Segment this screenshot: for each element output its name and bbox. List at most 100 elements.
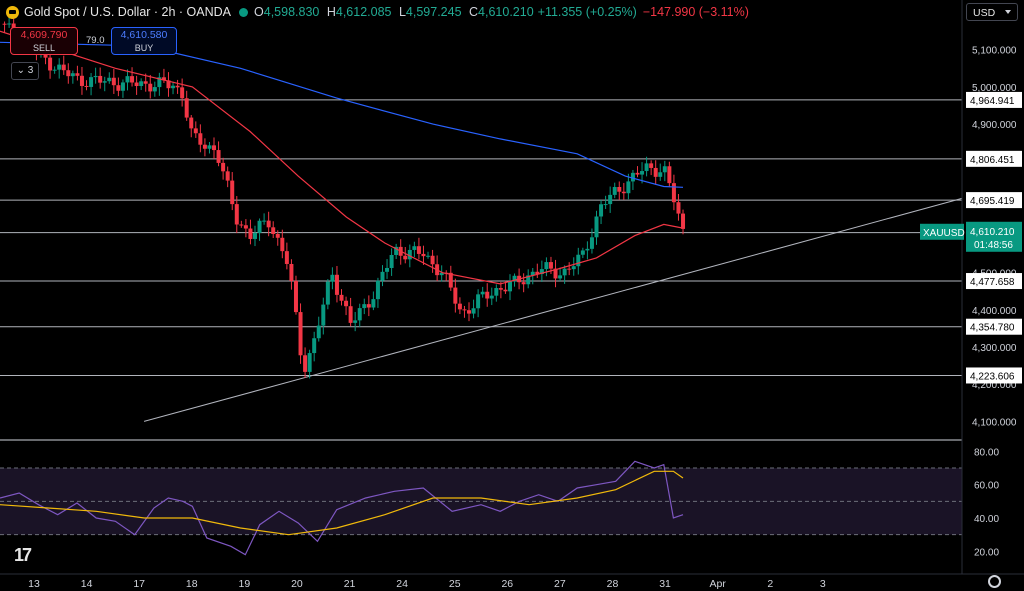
change-value: +11.355 (+0.25%) bbox=[537, 5, 637, 19]
market-open-icon bbox=[239, 7, 249, 17]
candle-body bbox=[553, 268, 558, 279]
settings-gear-icon[interactable] bbox=[988, 575, 1001, 588]
candle-body bbox=[380, 271, 385, 281]
price-tick-label: 4,100.000 bbox=[972, 417, 1017, 428]
candle-body bbox=[266, 220, 271, 228]
candle-body bbox=[307, 353, 312, 372]
low-label: L bbox=[398, 5, 406, 19]
high-label: H bbox=[326, 5, 336, 19]
candle-body bbox=[658, 172, 663, 177]
currency-select[interactable]: USD bbox=[966, 3, 1018, 21]
candle-body bbox=[498, 288, 503, 290]
candle-body bbox=[48, 57, 53, 71]
candle-body bbox=[221, 162, 226, 172]
open-value: 4,598.830 bbox=[263, 5, 320, 19]
rsi-line bbox=[0, 460, 684, 556]
level-label-box bbox=[966, 273, 1022, 290]
candle-body bbox=[535, 271, 540, 275]
candle-body bbox=[507, 281, 512, 292]
buy-button[interactable]: 4,610.580 BUY bbox=[111, 27, 177, 55]
time-tick-label: 27 bbox=[554, 578, 566, 590]
time-tick-label: 2 bbox=[767, 578, 773, 590]
price-level-lines bbox=[0, 99, 962, 376]
candle-body bbox=[312, 338, 317, 354]
time-tick-label: 21 bbox=[344, 578, 356, 590]
candle-body bbox=[325, 281, 330, 305]
candle-body bbox=[667, 166, 672, 184]
candle-body bbox=[216, 150, 221, 163]
candle-body bbox=[681, 213, 686, 229]
candle-body bbox=[603, 204, 608, 206]
candle-body bbox=[230, 180, 235, 205]
candle-body bbox=[289, 263, 294, 281]
close-value: 4,610.210 bbox=[478, 5, 534, 19]
candle-body bbox=[57, 64, 62, 70]
candle-body bbox=[344, 300, 349, 307]
tradingview-logo-icon[interactable]: 17 bbox=[14, 545, 32, 565]
level-label: 4,695.419 bbox=[970, 196, 1015, 207]
candle-body bbox=[193, 128, 198, 134]
candle-body bbox=[635, 172, 640, 175]
candle-body bbox=[621, 191, 626, 194]
candle-body bbox=[348, 306, 353, 323]
candle-body bbox=[448, 272, 453, 288]
moving-average-lines bbox=[0, 30, 684, 285]
candle-body bbox=[407, 249, 412, 260]
candle-body bbox=[334, 274, 339, 295]
time-tick-label: 20 bbox=[291, 578, 303, 590]
symbol-title[interactable]: Gold Spot / U.S. Dollar · 2h · OANDA bbox=[24, 5, 232, 19]
candle-body bbox=[262, 220, 267, 222]
candle-body bbox=[184, 98, 189, 118]
time-tick-label: 13 bbox=[28, 578, 40, 590]
candle-body bbox=[548, 262, 553, 269]
level-label-box bbox=[966, 91, 1022, 108]
candle-body bbox=[649, 163, 654, 168]
candle-body bbox=[98, 75, 103, 83]
level-label: 4,477.658 bbox=[970, 277, 1015, 288]
candle-body bbox=[662, 166, 667, 173]
rsi-ma-line bbox=[0, 470, 684, 536]
candle-body bbox=[453, 287, 458, 304]
candle-body bbox=[512, 275, 517, 282]
candle-body bbox=[161, 77, 166, 81]
candle-body bbox=[494, 288, 499, 296]
sell-button[interactable]: 4,609.790 SELL bbox=[10, 27, 78, 55]
candle-body bbox=[375, 280, 380, 300]
candle-body bbox=[371, 299, 376, 308]
candle-body bbox=[2, 23, 7, 25]
candle-body bbox=[562, 268, 567, 276]
candle-body bbox=[166, 80, 171, 89]
price-tick-label: 4,200.000 bbox=[972, 380, 1017, 391]
candle-body bbox=[139, 81, 144, 87]
candle-body bbox=[558, 275, 563, 279]
indicators-count: 3 bbox=[27, 65, 34, 76]
candle-body bbox=[394, 246, 399, 255]
candle-body bbox=[120, 82, 125, 91]
candle-body bbox=[412, 246, 417, 250]
candle-body bbox=[252, 232, 257, 239]
candle-body bbox=[626, 181, 631, 194]
countdown-label: 01:48:56 bbox=[974, 240, 1013, 251]
price-tick-label: 5,000.000 bbox=[972, 83, 1017, 94]
level-label: 4,806.451 bbox=[970, 155, 1015, 166]
candle-body bbox=[202, 144, 207, 149]
time-tick-label: 17 bbox=[133, 578, 145, 590]
level-label-box bbox=[966, 150, 1022, 167]
spread-value: 79.0 bbox=[86, 35, 105, 46]
candle-body bbox=[421, 253, 426, 257]
candle-body bbox=[585, 248, 590, 251]
indicators-toggle[interactable]: ⌄ 3 bbox=[11, 62, 39, 80]
price-tick-label: 5,100.000 bbox=[972, 46, 1017, 57]
ma-slow-line bbox=[0, 41, 684, 188]
candle-body bbox=[116, 85, 121, 91]
high-value: 4,612.085 bbox=[335, 5, 392, 19]
candle-body bbox=[243, 225, 248, 229]
candle-body bbox=[171, 85, 176, 89]
candle-body bbox=[503, 289, 508, 292]
last-price-box bbox=[966, 221, 1022, 252]
time-tick-label: 26 bbox=[501, 578, 513, 590]
candle-body bbox=[599, 204, 604, 217]
candle-body bbox=[594, 216, 599, 238]
